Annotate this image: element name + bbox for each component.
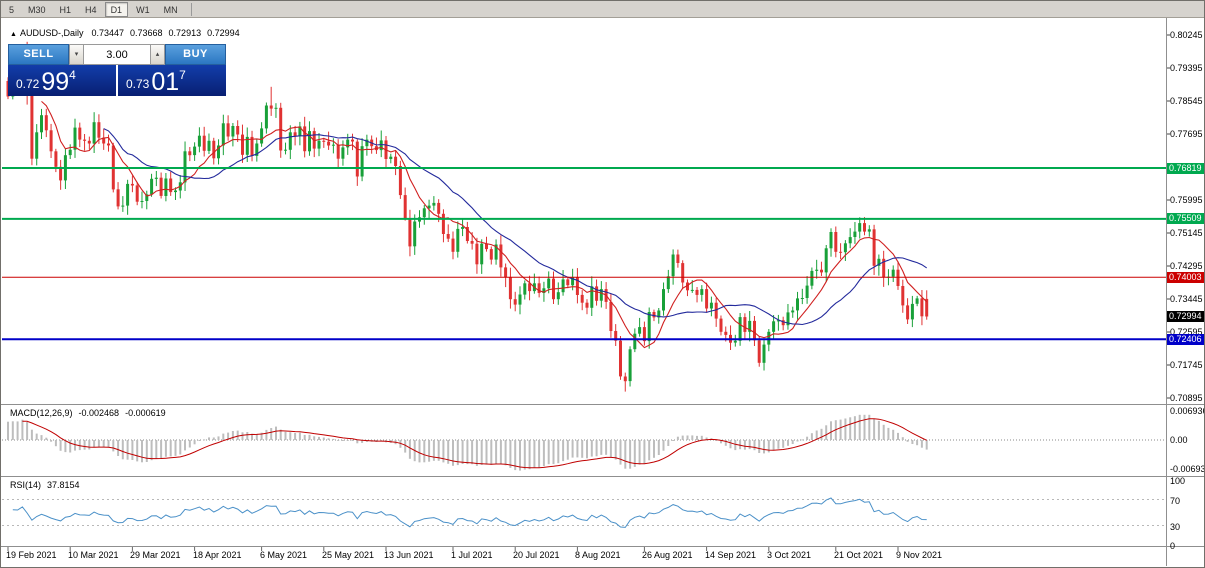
one-click-trading-panel: SELL ▾ ▴ BUY 0.72 99 4 0.73 01 7 — [8, 44, 226, 96]
symbol-period-label: AUDUSD-,Daily — [19, 28, 84, 38]
timeframe-button-m30[interactable]: M30 — [28, 4, 46, 15]
timeframe-button-5[interactable]: 5 — [9, 4, 15, 15]
macd-signal-line — [22, 418, 927, 469]
timeframe-button-d1[interactable]: D1 — [104, 1, 129, 17]
sell-price-big-digits: 99 — [41, 68, 70, 96]
sell-price-pipette: 4 — [69, 68, 76, 82]
macd-histogram — [7, 414, 928, 471]
sell-button[interactable]: SELL — [8, 44, 69, 65]
close-value: 0.72994 — [207, 28, 240, 38]
timeframe-button-h1[interactable]: H1 — [59, 4, 72, 15]
buy-price-prefix: 0.73 — [126, 77, 150, 91]
timeframe-button-h4[interactable]: H4 — [85, 4, 97, 15]
trade-controls-row: SELL ▾ ▴ BUY — [8, 44, 226, 65]
candles-layer — [6, 41, 929, 392]
open-value: 0.73447 — [91, 28, 124, 38]
rsi-name: RSI(14) — [10, 480, 42, 490]
rsi-value: 37.8154 — [47, 480, 80, 490]
sell-price-display[interactable]: 0.72 99 4 — [8, 65, 116, 96]
main-macd-separator — [1, 404, 1204, 405]
macd-main-value: -0.002468 — [78, 408, 120, 418]
buy-price-big-digits: 01 — [151, 68, 180, 96]
rsi-line — [12, 497, 927, 528]
buy-price-display[interactable]: 0.73 01 7 — [118, 65, 226, 96]
low-value: 0.72913 — [168, 28, 202, 38]
tick-up-icon: ▲ — [10, 31, 17, 38]
timeframe-toolbar: 5 M30 H1 H4 D1 W1 MN — [1, 1, 1204, 18]
macd-indicator-label: MACD(12,26,9) -0.002468 -0.000619 — [10, 408, 166, 418]
price-axis-separator — [1166, 18, 1167, 566]
rsi-indicator-label: RSI(14) 37.8154 — [10, 480, 80, 490]
macd-rsi-separator — [1, 476, 1204, 477]
volume-decrease-button[interactable]: ▾ — [69, 44, 84, 65]
toolbar-divider — [190, 2, 192, 16]
buy-price-pipette: 7 — [179, 68, 186, 82]
buy-button[interactable]: BUY — [165, 44, 226, 65]
macd-name: MACD(12,26,9) — [10, 408, 73, 418]
volume-increase-button[interactable]: ▴ — [150, 44, 165, 65]
rsi-timeaxis-separator — [1, 546, 1204, 547]
trade-prices-row: 0.72 99 4 0.73 01 7 — [8, 65, 226, 96]
ma-fast-line — [41, 100, 928, 349]
sell-price-prefix: 0.72 — [16, 77, 40, 91]
macd-signal-value: -0.000619 — [125, 408, 166, 418]
ohlc-header: ▲ AUDUSD-,Daily 0.73447 0.73668 0.72913 0.729… — [10, 28, 246, 38]
timeframe-button-w1[interactable]: W1 — [136, 4, 150, 15]
timeframe-button-mn[interactable]: MN — [163, 4, 178, 15]
ma-slow-line — [103, 128, 928, 326]
high-value: 0.73668 — [130, 28, 163, 38]
volume-input[interactable] — [84, 44, 150, 65]
